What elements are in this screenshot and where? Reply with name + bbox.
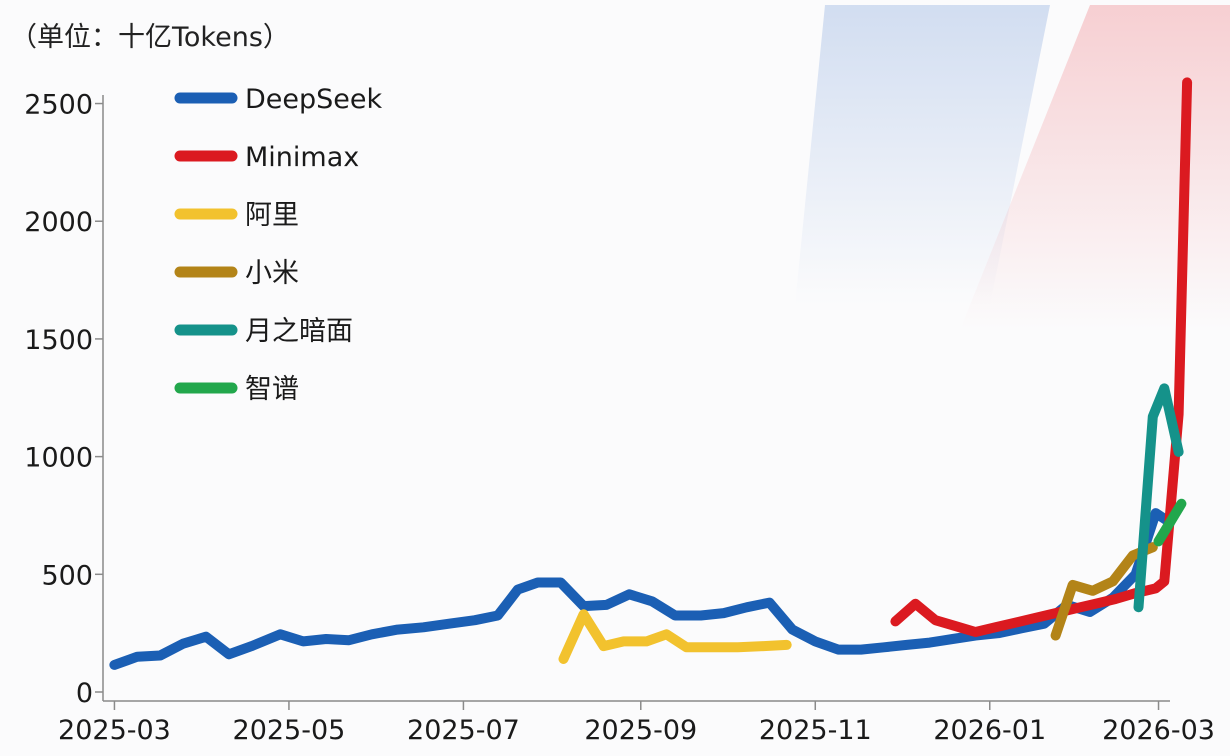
legend-label: 小米: [245, 258, 299, 289]
series-line-zhipu: [1153, 498, 1187, 547]
legend-label: 月之暗面: [245, 316, 353, 347]
y-tick-label: 2000: [24, 207, 93, 238]
legend-item-alibaba: 阿里: [174, 200, 299, 231]
x-tick-label: 2025-03: [58, 715, 171, 746]
legend-item-xiaomi: 小米: [174, 258, 299, 289]
x-tick-label: 2025-05: [233, 715, 346, 746]
legend-label: Minimax: [245, 142, 359, 173]
y-tick-label: 1500: [24, 325, 93, 356]
y-tick-label: 0: [76, 678, 93, 709]
legend-item-zhipu: 智谱: [174, 374, 299, 405]
x-tick-label: 2026-01: [933, 715, 1046, 746]
series-layer: [109, 77, 1193, 670]
y-tick-label: 1000: [24, 443, 93, 474]
series-line-moonshot: [1133, 383, 1184, 613]
x-tick-label: 2026-03: [1102, 715, 1215, 746]
x-tick-label: 2025-11: [759, 715, 872, 746]
legend-label: 阿里: [245, 200, 299, 231]
legend-item-deepseek: DeepSeek: [174, 84, 383, 115]
decorative-red-band: [960, 5, 1230, 330]
series-line-alibaba: [558, 609, 792, 664]
legend-label: 智谱: [245, 374, 299, 405]
y-tick-label: 500: [41, 560, 93, 591]
background-decoration: [795, 5, 1230, 330]
legend-item-moonshot: 月之暗面: [174, 316, 353, 347]
series-line-xiaomi: [1050, 542, 1158, 641]
series-line-minimax: [890, 77, 1193, 637]
series-line-deepseek: [109, 508, 1175, 670]
decorative-blue-band: [795, 5, 1050, 305]
y-tick-label: 2500: [24, 90, 93, 121]
legend-item-minimax: Minimax: [174, 142, 359, 173]
x-tick-label: 2025-07: [407, 715, 520, 746]
x-tick-label: 2025-09: [584, 715, 697, 746]
unit-label: （单位：十亿Tokens）: [10, 22, 290, 53]
legend-label: DeepSeek: [245, 84, 383, 115]
axes: 0 500 1000 1500 2000 2500 2025-03 2025-05 2025-0…: [24, 90, 1215, 746]
